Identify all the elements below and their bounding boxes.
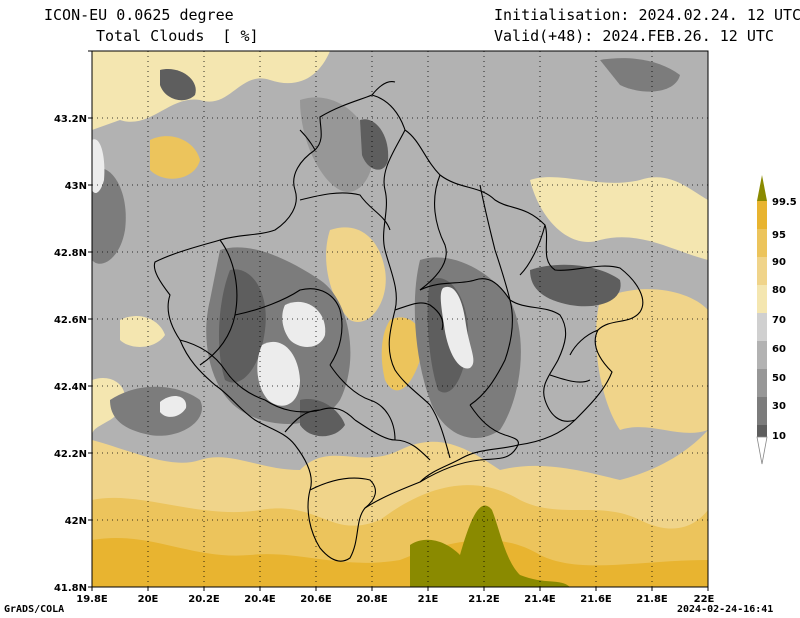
generation-timestamp: 2024-02-24-16:41 — [677, 604, 774, 615]
legend-swatch — [757, 313, 767, 341]
legend-swatch — [757, 341, 767, 369]
x-tick-labels: 19.8E 20E 20.2E 20.4E 20.6E 20.8E 21E 21… — [76, 594, 714, 605]
software-credit: GrADS/COLA — [4, 604, 65, 615]
legend-label: 50 — [772, 373, 786, 384]
x-tick-label: 21.6E — [580, 594, 612, 605]
admin-borders — [153, 81, 644, 562]
x-tick-label: 21E — [418, 594, 439, 605]
x-tick-label: 20.6E — [300, 594, 332, 605]
valid-time-label: Valid(+48): 2024.FEB.26. 12 UTC — [494, 27, 774, 45]
x-tick-label: 19.8E — [76, 594, 108, 605]
y-tick-label: 42.2N — [54, 449, 87, 460]
x-tick-label: 20.4E — [244, 594, 276, 605]
legend-swatch — [757, 369, 767, 397]
x-tick-label: 22E — [694, 594, 715, 605]
legend-label: 10 — [772, 431, 786, 442]
legend-top-arrow — [757, 175, 767, 201]
y-tick-label: 42.4N — [54, 382, 87, 393]
legend-swatch — [757, 397, 767, 425]
y-tick-label: 43.2N — [54, 114, 87, 125]
y-tick-label: 42N — [65, 516, 87, 527]
y-tick-label: 42.8N — [54, 248, 87, 259]
legend-swatch — [757, 201, 767, 229]
legend-label: 90 — [772, 257, 786, 268]
y-tick-labels: 43.2N 43N 42.8N 42.6N 42.4N 42.2N 42N 41… — [54, 114, 87, 594]
legend-label: 80 — [772, 285, 786, 296]
cloud-field — [92, 51, 708, 587]
legend-label: 30 — [772, 401, 786, 412]
x-tick-label: 20E — [138, 594, 159, 605]
legend-bottom-arrow — [756, 436, 768, 465]
axis-ticks — [88, 50, 709, 591]
x-tick-label: 20.2E — [188, 594, 220, 605]
legend-label: 99.5 — [772, 197, 797, 208]
x-tick-label: 21.2E — [468, 594, 500, 605]
legend-swatch — [757, 229, 767, 257]
x-tick-label: 20.8E — [356, 594, 388, 605]
legend-label: 70 — [772, 315, 786, 326]
y-tick-label: 41.8N — [54, 583, 87, 594]
legend-swatch — [757, 257, 767, 285]
y-tick-label: 43N — [65, 181, 87, 192]
x-tick-label: 21.8E — [636, 594, 668, 605]
legend-swatch — [757, 425, 767, 437]
legend-label: 60 — [772, 344, 786, 355]
model-title: ICON-EU 0.0625 degree — [44, 6, 234, 24]
x-tick-label: 21.4E — [524, 594, 556, 605]
legend-swatch — [757, 285, 767, 313]
legend-label: 95 — [772, 230, 786, 241]
initialisation-label: Initialisation: 2024.02.24. 12 UTC — [494, 6, 800, 24]
y-tick-label: 42.6N — [54, 315, 87, 326]
variable-title: Total Clouds [ %] — [96, 27, 259, 45]
color-legend: 99.5 95 90 80 70 60 50 30 10 — [756, 175, 797, 465]
